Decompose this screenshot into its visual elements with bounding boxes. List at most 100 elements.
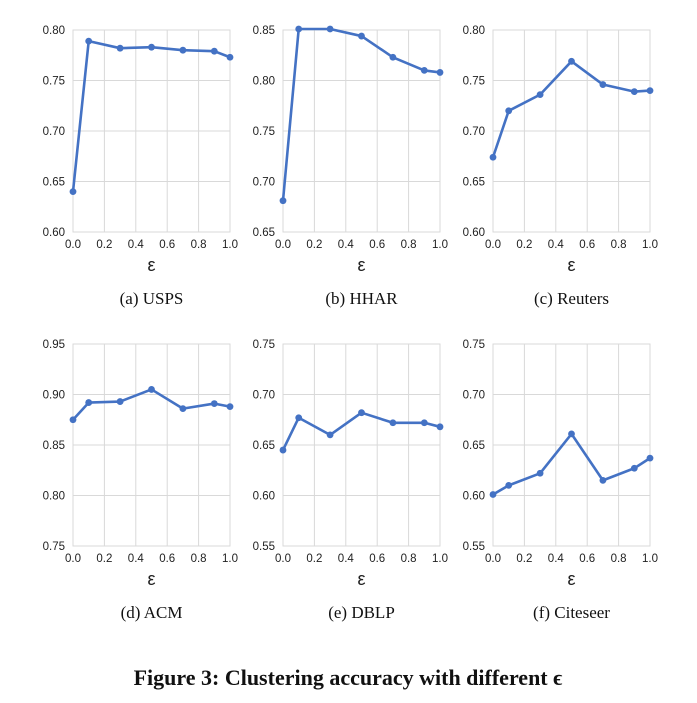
x-axis-label: ε bbox=[357, 569, 365, 589]
y-tick-label: 0.95 bbox=[43, 339, 65, 351]
x-tick-label: 0.0 bbox=[275, 553, 291, 565]
x-axis-label: ε bbox=[567, 569, 575, 589]
chart-panel: 0.75 0.80 0.85 0.90 0.95 0.0 0.2 0.4 0.6 0.8 1.0 ε (… bbox=[43, 339, 238, 622]
data-point bbox=[630, 464, 638, 472]
y-tick-label: 0.55 bbox=[253, 541, 275, 553]
data-point bbox=[210, 400, 218, 407]
y-tick-label: 0.65 bbox=[463, 177, 485, 189]
series-line bbox=[281, 27, 442, 202]
x-tick-label: 0.6 bbox=[369, 553, 385, 565]
y-tick-label: 0.75 bbox=[43, 76, 65, 88]
x-tick-label: 0.6 bbox=[159, 239, 175, 251]
x-axis-label: ε bbox=[147, 255, 155, 275]
data-point bbox=[295, 414, 303, 422]
data-point bbox=[279, 197, 287, 205]
y-tick-label: 0.70 bbox=[253, 177, 275, 189]
data-point bbox=[436, 423, 444, 431]
x-tick-label: 0.0 bbox=[485, 553, 501, 565]
x-tick-label: 0.4 bbox=[548, 553, 565, 565]
x-tick-label: 0.4 bbox=[338, 239, 355, 251]
x-axis-label: ε bbox=[567, 255, 575, 275]
y-tick-label: 0.90 bbox=[43, 390, 65, 402]
y-tick-label: 0.80 bbox=[43, 25, 65, 37]
data-point bbox=[505, 482, 513, 489]
data-point bbox=[69, 416, 77, 424]
x-tick-label: 0.0 bbox=[65, 553, 81, 565]
data-point bbox=[536, 91, 544, 99]
y-tick-label: 0.65 bbox=[43, 177, 65, 189]
x-tick-label: 0.2 bbox=[96, 239, 112, 251]
y-tick-label: 0.80 bbox=[253, 76, 275, 88]
data-point bbox=[568, 430, 575, 438]
x-axis-label: ε bbox=[357, 255, 365, 275]
y-tick-label: 0.75 bbox=[463, 76, 485, 88]
x-tick-label: 1.0 bbox=[642, 239, 658, 251]
x-tick-label: 0.4 bbox=[128, 553, 145, 565]
data-point bbox=[69, 188, 77, 196]
x-tick-label: 0.2 bbox=[306, 239, 322, 251]
y-tick-label: 0.70 bbox=[43, 126, 65, 138]
data-point bbox=[295, 25, 303, 33]
series-line bbox=[281, 411, 442, 452]
data-point bbox=[148, 43, 155, 51]
y-tick-label: 0.65 bbox=[253, 440, 275, 452]
panel-caption: (e) DBLP bbox=[328, 603, 395, 622]
y-tick-label: 0.65 bbox=[253, 227, 275, 239]
x-tick-label: 0.8 bbox=[191, 239, 207, 251]
panel-caption: (c) Reuters bbox=[534, 289, 609, 308]
plot-frame bbox=[72, 29, 231, 233]
data-point bbox=[646, 87, 654, 94]
data-point bbox=[326, 25, 334, 33]
panel-caption: (a) USPS bbox=[120, 289, 184, 308]
data-point bbox=[646, 454, 654, 462]
data-point bbox=[148, 386, 155, 393]
x-tick-label: 0.8 bbox=[611, 239, 627, 251]
series-line bbox=[491, 432, 652, 496]
y-tick-label: 0.65 bbox=[463, 440, 485, 452]
data-point bbox=[489, 491, 497, 498]
data-point bbox=[116, 398, 124, 405]
x-tick-label: 1.0 bbox=[222, 553, 238, 565]
x-tick-label: 0.6 bbox=[159, 553, 175, 565]
data-point bbox=[179, 405, 187, 413]
x-tick-label: 0.6 bbox=[579, 553, 595, 565]
y-tick-label: 0.85 bbox=[253, 25, 275, 37]
y-tick-label: 0.80 bbox=[43, 491, 65, 503]
data-point bbox=[599, 476, 607, 484]
y-tick-label: 0.60 bbox=[253, 491, 275, 503]
x-tick-label: 0.4 bbox=[128, 239, 145, 251]
data-point bbox=[85, 399, 93, 406]
data-point bbox=[358, 409, 365, 417]
y-tick-label: 0.60 bbox=[463, 491, 485, 503]
data-point bbox=[358, 32, 365, 40]
panel-caption: (b) HHAR bbox=[325, 289, 398, 308]
figure-caption: Figure 3: Clustering accuracy with diffe… bbox=[134, 665, 563, 690]
x-tick-label: 0.0 bbox=[485, 239, 501, 251]
chart-panel: 0.60 0.65 0.70 0.75 0.80 0.0 0.2 0.4 0.6 0.8 1.0 ε (… bbox=[43, 25, 238, 308]
x-tick-label: 0.8 bbox=[191, 553, 207, 565]
x-tick-label: 0.0 bbox=[275, 239, 291, 251]
panel-caption: (f) Citeseer bbox=[533, 603, 610, 622]
y-tick-label: 0.60 bbox=[463, 227, 485, 239]
y-tick-label: 0.80 bbox=[463, 25, 485, 37]
data-point bbox=[389, 419, 397, 427]
x-tick-label: 0.2 bbox=[306, 553, 322, 565]
y-tick-label: 0.75 bbox=[253, 339, 275, 351]
chart-panel: 0.55 0.60 0.65 0.70 0.75 0.0 0.2 0.4 0.6 0.8 1.0 ε (… bbox=[253, 339, 448, 622]
x-tick-label: 0.4 bbox=[338, 553, 355, 565]
x-axis-label: ε bbox=[147, 569, 155, 589]
data-point bbox=[599, 81, 607, 88]
x-tick-label: 1.0 bbox=[642, 553, 658, 565]
y-tick-label: 0.75 bbox=[253, 126, 275, 138]
plot-frame bbox=[492, 29, 651, 233]
x-tick-label: 0.2 bbox=[516, 553, 532, 565]
data-point bbox=[210, 47, 218, 55]
chart-panel: 0.65 0.70 0.75 0.80 0.85 0.0 0.2 0.4 0.6 0.8 1.0 ε (… bbox=[253, 25, 448, 308]
x-tick-label: 1.0 bbox=[222, 239, 238, 251]
data-point bbox=[116, 44, 124, 52]
chart-panel: 0.55 0.60 0.65 0.70 0.75 0.0 0.2 0.4 0.6 0.8 1.0 ε (… bbox=[463, 339, 658, 622]
chart-panel: 0.60 0.65 0.70 0.75 0.80 0.0 0.2 0.4 0.6 0.8 1.0 ε (… bbox=[463, 25, 658, 308]
x-tick-label: 0.0 bbox=[65, 239, 81, 251]
plot-frame bbox=[282, 29, 441, 233]
